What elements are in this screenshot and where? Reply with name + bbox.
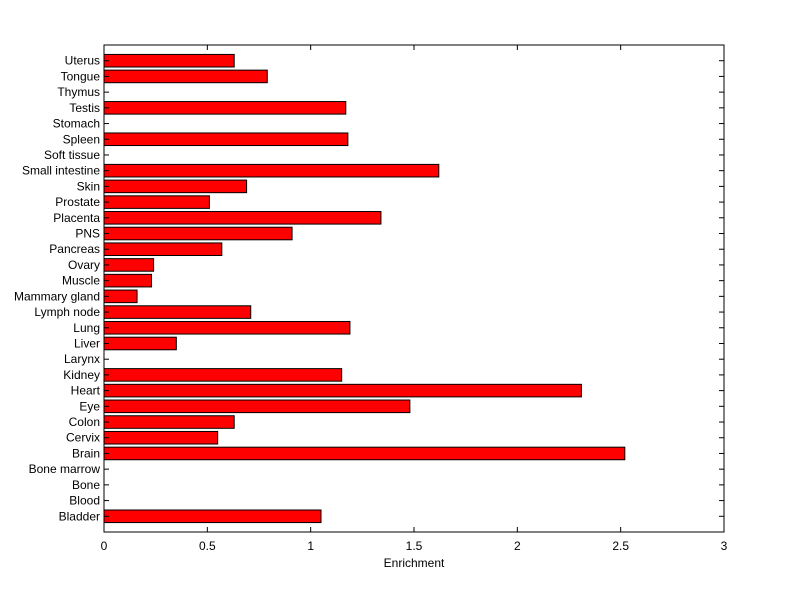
bar-kidney bbox=[103, 368, 343, 382]
bar-eye bbox=[103, 399, 411, 414]
y-tick-label: Muscle bbox=[62, 274, 100, 288]
bar-ovary bbox=[103, 258, 155, 272]
y-tick-label: Skin bbox=[77, 179, 100, 193]
bar-cervix bbox=[103, 430, 219, 445]
x-tick-label: 0.5 bbox=[199, 539, 216, 553]
x-tick-label: 1 bbox=[307, 539, 314, 553]
bar-testis bbox=[103, 101, 347, 115]
y-tick-label: Colon bbox=[69, 415, 100, 429]
bar-bladder bbox=[103, 509, 322, 524]
y-tick-label: Lung bbox=[73, 321, 100, 335]
y-tick-label: Placenta bbox=[53, 211, 100, 225]
bar-liver bbox=[103, 336, 177, 351]
y-tick-label: Uterus bbox=[65, 54, 100, 68]
bar-colon bbox=[103, 415, 235, 429]
y-tick-label: Pancreas bbox=[49, 242, 100, 256]
y-tick-label: Spleen bbox=[63, 132, 100, 146]
bar-pns bbox=[103, 226, 293, 241]
y-tick-label: Testis bbox=[69, 101, 100, 115]
y-tick-label: Bone bbox=[72, 478, 100, 492]
bar-heart bbox=[103, 383, 582, 398]
bar-muscle bbox=[103, 273, 153, 288]
y-tick-label: Bone marrow bbox=[29, 462, 101, 476]
x-tick-label: 2.5 bbox=[612, 539, 629, 553]
bar-tongue bbox=[103, 69, 268, 84]
y-tick-label: Eye bbox=[79, 399, 100, 413]
y-tick-label: Kidney bbox=[63, 368, 100, 382]
y-tick-label: Ovary bbox=[68, 258, 100, 272]
x-tick-label: 0 bbox=[101, 539, 108, 553]
y-tick-label: Larynx bbox=[64, 352, 100, 366]
y-tick-label: Prostate bbox=[55, 195, 100, 209]
y-tick-label: Cervix bbox=[66, 431, 100, 445]
y-tick-label: Stomach bbox=[53, 117, 100, 131]
bar-uterus bbox=[103, 53, 235, 68]
y-tick-label: Tongue bbox=[61, 69, 101, 83]
bar-prostate bbox=[103, 195, 210, 209]
y-tick-label: Brain bbox=[72, 446, 100, 460]
bar-brain bbox=[103, 446, 626, 461]
y-tick-label: Bladder bbox=[59, 509, 100, 523]
plot-frame bbox=[103, 44, 725, 533]
x-axis-label: Enrichment bbox=[384, 556, 445, 570]
bar-small-intestine bbox=[103, 163, 440, 178]
x-ticks-group: 0 0.5 1 1.5 2 2.5 3 bbox=[101, 45, 728, 553]
y-tick-label: Lymph node bbox=[34, 305, 100, 319]
y-tick-label: Heart bbox=[71, 384, 101, 398]
x-tick-label: 3 bbox=[721, 539, 728, 553]
bar-lymph-node bbox=[103, 305, 252, 319]
y-tick-label: Liver bbox=[74, 336, 100, 350]
y-tick-label: Soft tissue bbox=[44, 148, 100, 162]
y-tick-label: Thymus bbox=[57, 85, 100, 99]
y-tick-label: PNS bbox=[75, 227, 100, 241]
x-tick-label: 2 bbox=[514, 539, 521, 553]
y-tick-label: Mammary gland bbox=[14, 289, 100, 303]
y-tick-label: Blood bbox=[69, 494, 100, 508]
y-tick-label: Small intestine bbox=[22, 164, 100, 178]
bar-lung bbox=[103, 320, 351, 335]
bar-spleen bbox=[103, 132, 349, 147]
bar-placenta bbox=[103, 211, 382, 225]
x-tick-label: 1.5 bbox=[406, 539, 423, 553]
bar-skin bbox=[103, 179, 248, 194]
bar-pancreas bbox=[103, 242, 223, 257]
